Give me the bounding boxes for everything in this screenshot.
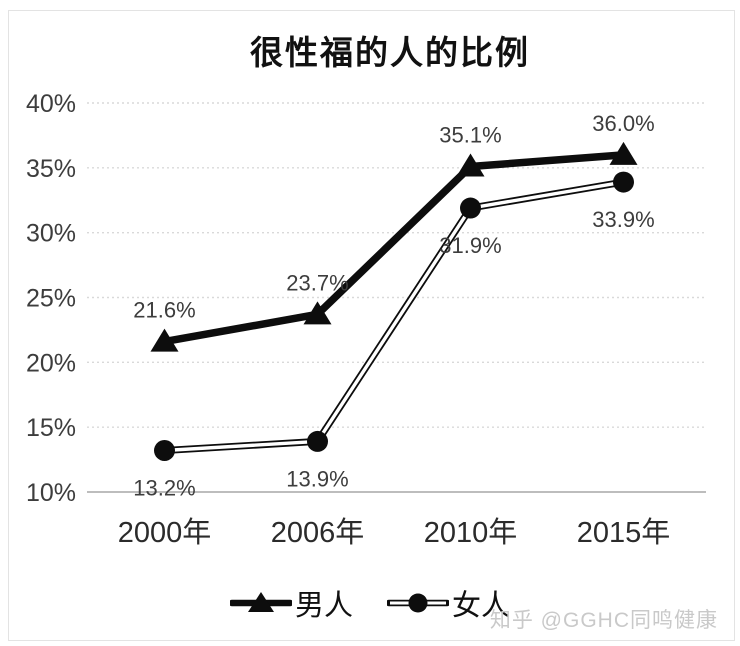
data-label: 23.7% bbox=[286, 270, 348, 295]
data-label: 33.9% bbox=[592, 207, 654, 232]
y-tick-label: 35% bbox=[26, 155, 76, 183]
triangle-marker bbox=[150, 328, 179, 352]
y-tick-label: 30% bbox=[26, 220, 76, 248]
y-tick-label: 15% bbox=[26, 414, 76, 442]
circle-marker bbox=[460, 197, 481, 219]
x-tick-label: 2010年 bbox=[424, 516, 518, 549]
data-label: 21.6% bbox=[133, 298, 195, 323]
triangle-marker bbox=[303, 301, 332, 325]
legend-item: 男人 bbox=[229, 582, 353, 624]
circle-series-legend-icon bbox=[387, 593, 449, 613]
circle-marker bbox=[613, 171, 634, 193]
circle-marker bbox=[154, 440, 175, 462]
x-tick-label: 2000年 bbox=[118, 516, 212, 549]
x-tick-label: 2015年 bbox=[577, 516, 671, 549]
y-tick-label: 40% bbox=[26, 90, 76, 118]
legend-item: 女人 bbox=[387, 582, 510, 624]
data-label: 13.9% bbox=[286, 466, 348, 491]
legend-label: 女人 bbox=[452, 590, 511, 622]
legend-circle-marker bbox=[408, 593, 428, 613]
data-label: 35.1% bbox=[439, 123, 501, 148]
y-tick-label: 10% bbox=[26, 479, 76, 507]
chart-title: 很性福的人的比例 bbox=[250, 34, 530, 71]
data-label: 13.2% bbox=[133, 476, 195, 501]
data-label: 31.9% bbox=[439, 233, 501, 258]
triangle-marker bbox=[456, 153, 485, 177]
legend-label: 男人 bbox=[294, 590, 353, 622]
series-line-inner-white bbox=[162, 180, 626, 453]
watermark-text: 知乎 @GGHC同鸣健康 bbox=[489, 609, 718, 632]
series-line-outer bbox=[161, 178, 627, 455]
data-label: 36.0% bbox=[592, 111, 654, 136]
circle-marker bbox=[307, 430, 328, 452]
y-tick-label: 25% bbox=[26, 285, 76, 313]
y-tick-label: 20% bbox=[26, 349, 76, 377]
legend-triangle-marker bbox=[247, 592, 274, 612]
triangle-series-legend-icon bbox=[229, 592, 292, 612]
triangle-marker bbox=[609, 141, 638, 165]
series-line-solid bbox=[160, 151, 628, 346]
chart-canvas: 40% 35% 30% 25% 20% 15% 10% 2000年 2006年 2010年 2015… bbox=[26, 90, 706, 549]
x-tick-label: 2006年 bbox=[271, 516, 365, 549]
chart-legend: 男人 女人 bbox=[0, 582, 740, 624]
